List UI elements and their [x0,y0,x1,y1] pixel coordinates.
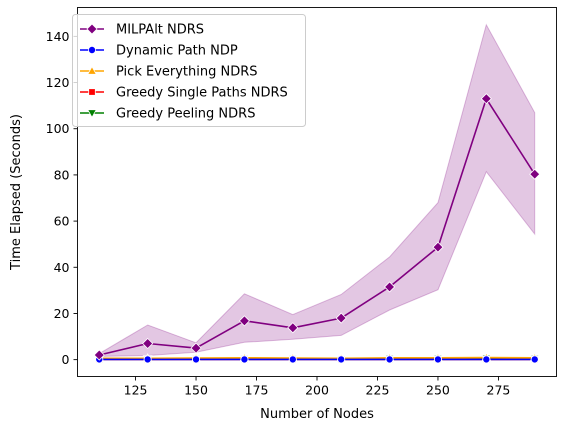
x-tick-label-5: 250 [426,383,450,398]
x-axis-title: Number of Nodes [260,407,374,422]
y-tick-label-7: 140 [46,29,70,44]
point-series-1-2 [192,355,201,364]
series-lines [99,97,536,361]
point-series-1-6 [385,355,394,364]
series-markers [93,93,541,365]
point-series-0-6 [384,281,396,293]
y-tick-label-1: 20 [54,306,70,321]
legend-label-2: Pick Everything NDRS [116,65,258,80]
x-tick-label-1: 150 [184,383,208,398]
legend-label-1: Dynamic Path NDP [116,44,238,59]
y-tick-label-5: 100 [46,121,70,136]
legend-label-0: MILPAlt NDRS [116,23,204,38]
y-axis-title: Time Elapsed (Seconds) [9,114,24,271]
point-series-1-8 [482,355,491,364]
legend-label-4: Greedy Peeling NDRS [116,107,255,122]
legend-marker-3 [88,88,96,96]
x-tick-label-0: 125 [124,383,148,398]
legend-marker-4 [87,109,97,119]
confidence-bands [98,23,536,357]
legend-marker-0 [86,23,98,35]
line-series-2 [99,356,535,360]
point-series-1-4 [288,355,297,364]
x-tick-label-6: 275 [487,383,511,398]
point-series-0-1 [142,337,154,350]
point-series-1-5 [337,355,346,364]
y-tick-label-3: 60 [54,214,70,229]
x-axis-ticks: 125 150 175 200 225 250 275 [124,376,511,398]
ci-band-series-0 [98,23,536,357]
point-series-1-3 [240,355,249,364]
point-series-1-9 [530,355,539,364]
point-series-0-2 [190,342,202,354]
point-series-1-1 [143,355,152,364]
y-axis-ticks: 0 20 40 60 80 100 120 140 [46,29,78,367]
legend-label-3: Greedy Single Paths NDRS [116,86,288,101]
point-series-1-7 [433,355,442,364]
y-tick-label-2: 40 [54,260,70,275]
point-series-0-4 [287,322,299,334]
x-tick-label-2: 175 [245,383,269,398]
y-tick-label-4: 80 [54,167,70,182]
x-tick-label-4: 225 [366,383,390,398]
point-series-0-9 [529,168,541,180]
point-series-0-5 [335,312,347,324]
line-series-0 [99,97,536,356]
point-series-0-8 [480,93,492,105]
point-series-0-3 [238,315,250,327]
legend-marker-2 [87,65,97,75]
y-tick-label-6: 120 [46,75,70,90]
point-series-0-0 [93,349,105,361]
legend-marker-1 [88,46,97,55]
legend: MILPAlt NDRS Dynamic Path NDP Pick Everyth… [72,14,306,127]
y-tick-label-0: 0 [62,352,70,367]
point-series-0-7 [432,241,444,253]
legend-frame [72,14,306,127]
x-tick-label-3: 200 [305,383,329,398]
